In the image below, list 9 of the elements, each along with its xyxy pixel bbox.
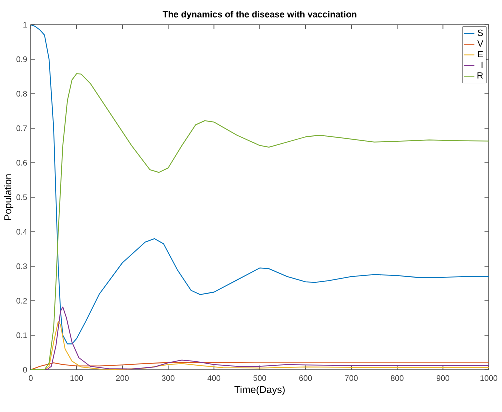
x-axis-title: Time(Days) (234, 386, 285, 396)
legend-label: R (478, 72, 484, 79)
legend-label: E (478, 51, 484, 58)
chart-title: The dynamics of the disease with vaccination (162, 11, 357, 20)
y-axis-title: Population (4, 174, 14, 220)
legend-label: I (482, 62, 483, 68)
legend-label: S (478, 30, 484, 36)
line-series (31, 24, 490, 345)
legend-label: V (478, 40, 484, 47)
